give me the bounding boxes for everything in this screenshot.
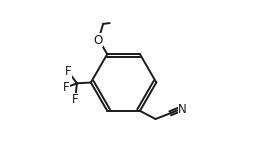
Text: F: F xyxy=(72,93,79,106)
Text: O: O xyxy=(94,34,103,47)
Text: F: F xyxy=(65,65,71,78)
Text: N: N xyxy=(178,103,187,116)
Text: F: F xyxy=(63,81,70,94)
